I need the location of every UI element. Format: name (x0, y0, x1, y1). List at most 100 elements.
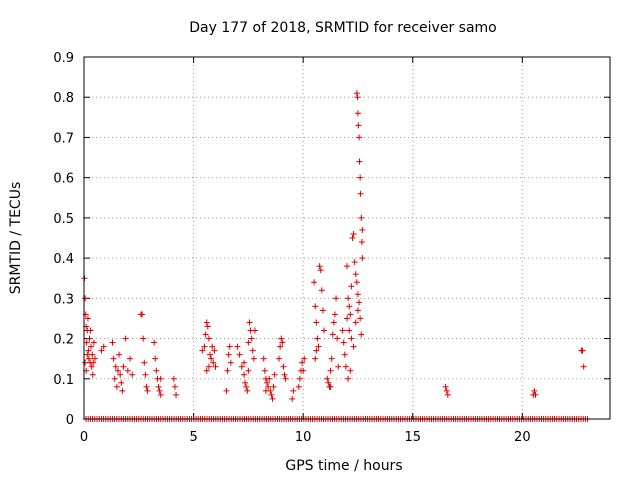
data-point (223, 387, 230, 394)
data-point (280, 363, 287, 370)
data-point (327, 383, 334, 390)
data-point (269, 395, 276, 402)
data-point (236, 351, 243, 358)
data-point (90, 339, 97, 346)
data-point (100, 343, 107, 350)
data-point (249, 347, 256, 354)
data-point (282, 375, 289, 382)
data-point (88, 343, 95, 350)
data-point (85, 347, 92, 354)
data-point (319, 307, 326, 314)
data-point (127, 355, 134, 362)
data-point (358, 239, 365, 246)
data-point (110, 355, 117, 362)
data-point (290, 387, 297, 394)
data-point (209, 343, 216, 350)
data-point (352, 271, 359, 278)
data-point (119, 387, 126, 394)
data-point (244, 387, 251, 394)
data-point (86, 335, 93, 342)
data-point (242, 379, 249, 386)
data-point (246, 319, 253, 326)
data-point (315, 343, 322, 350)
x-tick-label: 20 (514, 430, 531, 445)
data-point (84, 315, 91, 322)
data-point (234, 343, 241, 350)
data-point (88, 363, 95, 370)
x-tick-label: 0 (80, 430, 88, 445)
data-point (329, 331, 336, 338)
data-point (348, 283, 355, 290)
data-point (357, 190, 364, 197)
data-point (339, 327, 346, 334)
data-point (346, 303, 353, 310)
y-tick-label: 0.8 (53, 91, 74, 106)
data-point (202, 331, 209, 338)
y-tick-label: 0.7 (53, 131, 74, 146)
y-tick-label: 0.3 (53, 292, 74, 307)
data-point (357, 174, 364, 181)
data-point (129, 371, 136, 378)
data-point (350, 343, 357, 350)
data-point (331, 311, 338, 318)
data-point (313, 319, 320, 326)
data-point (276, 355, 283, 362)
data-point (225, 351, 232, 358)
data-point (109, 339, 116, 346)
data-point (317, 267, 324, 274)
data-point (82, 295, 89, 302)
data-point (345, 375, 352, 382)
data-point (356, 158, 363, 165)
data-point (354, 307, 361, 314)
data-point (299, 359, 306, 366)
data-point (349, 235, 356, 241)
data-point (82, 359, 89, 366)
data-point (85, 355, 92, 362)
data-point (142, 371, 149, 378)
data-point (91, 355, 98, 362)
data-point (264, 379, 271, 386)
data-point (243, 383, 250, 390)
data-point (296, 375, 303, 382)
data-point (325, 379, 332, 386)
data-point (354, 110, 361, 117)
data-point (579, 347, 586, 354)
data-point (351, 259, 358, 266)
data-point (210, 359, 217, 366)
data-point (357, 315, 364, 322)
data-point (211, 347, 218, 354)
y-tick-label: 0.2 (53, 333, 74, 348)
data-point (333, 295, 340, 302)
data-point (203, 367, 210, 374)
data-point (330, 319, 337, 326)
data-point (359, 226, 366, 233)
data-point (356, 134, 363, 141)
data-point (278, 335, 285, 342)
data-point (238, 363, 245, 370)
data-point (358, 331, 365, 338)
data-point (227, 359, 234, 366)
data-point (153, 367, 160, 374)
data-point (139, 311, 146, 318)
data-point (90, 359, 97, 366)
data-point (199, 347, 206, 354)
data-point (353, 279, 360, 286)
data-point (350, 230, 357, 237)
data-point (313, 347, 320, 354)
data-point (356, 299, 363, 306)
grid-lines (84, 57, 610, 419)
x-tick-label: 10 (295, 430, 312, 445)
data-points (81, 90, 591, 422)
data-point (111, 375, 118, 382)
data-point (208, 355, 215, 362)
data-point (114, 367, 121, 374)
data-point (205, 363, 212, 370)
data-point (312, 303, 319, 310)
data-point (117, 371, 124, 378)
data-point (342, 363, 349, 370)
data-point (328, 355, 335, 362)
data-point (152, 355, 159, 362)
data-point (118, 379, 125, 386)
data-point (300, 367, 307, 374)
